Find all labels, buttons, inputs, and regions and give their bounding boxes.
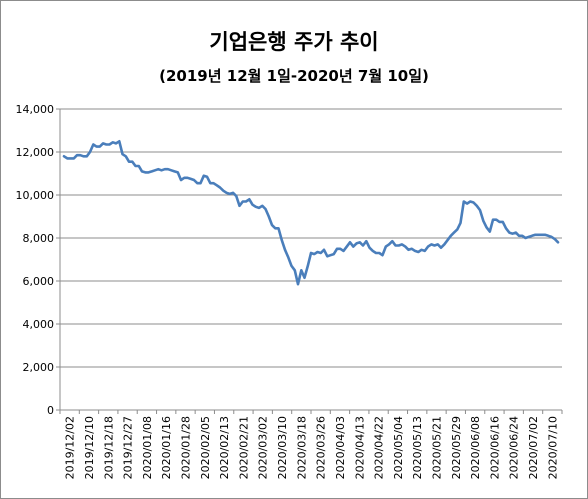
- x-tick-label: 2020/01/08: [141, 416, 154, 479]
- y-tick-label: 14,000: [16, 103, 55, 116]
- y-tick-label: 6,000: [23, 275, 55, 288]
- x-tick-label: 2020/05/13: [411, 416, 424, 479]
- x-tick-label: 2019/12/18: [102, 416, 115, 479]
- x-tick-label: 2020/06/16: [488, 416, 501, 479]
- x-tick-label: 2019/12/02: [64, 416, 77, 479]
- x-tick-label: 2020/01/28: [180, 416, 193, 479]
- x-tick-label: 2019/12/10: [83, 416, 96, 479]
- stock-price-line: [62, 140, 560, 286]
- x-tick-label: 2020/02/13: [218, 416, 231, 479]
- x-tick-label: 2020/01/16: [160, 416, 173, 479]
- x-tick-label: 2020/05/29: [450, 416, 463, 479]
- chart-title: 기업은행 주가 추이: [209, 30, 379, 54]
- x-tick-label: 2020/06/24: [508, 416, 521, 479]
- x-tick-label: 2020/05/04: [392, 416, 405, 479]
- x-tick-label: 2020/03/18: [295, 416, 308, 479]
- y-tick-label: 2,000: [23, 361, 55, 374]
- x-tick-label: 2020/06/08: [469, 416, 482, 479]
- x-tick-label: 2020/04/22: [373, 416, 386, 479]
- y-tick-label: 10,000: [16, 189, 55, 202]
- x-tick-label: 2020/03/02: [257, 416, 270, 479]
- x-tick-label: 2020/04/03: [334, 416, 347, 479]
- x-tick-label: 2020/02/21: [237, 416, 250, 479]
- x-tick-label: 2020/07/02: [527, 416, 540, 479]
- y-tick-label: 0: [47, 404, 54, 417]
- chart-subtitle: (2019년 12월 1일-2020년 7월 10일): [159, 67, 429, 85]
- x-tick-label: 2020/03/26: [315, 416, 328, 479]
- x-tick-label: 2020/07/10: [546, 416, 559, 479]
- x-tick-label: 2020/05/21: [431, 416, 444, 479]
- x-tick-label: 2019/12/27: [122, 416, 135, 479]
- x-tick-label: 2020/02/05: [199, 416, 212, 479]
- y-tick-label: 12,000: [16, 146, 55, 159]
- x-tick-label: 2020/04/13: [353, 416, 366, 479]
- y-tick-label: 8,000: [23, 232, 55, 245]
- y-tick-label: 4,000: [23, 318, 55, 331]
- x-tick-label: 2020/03/10: [276, 416, 289, 479]
